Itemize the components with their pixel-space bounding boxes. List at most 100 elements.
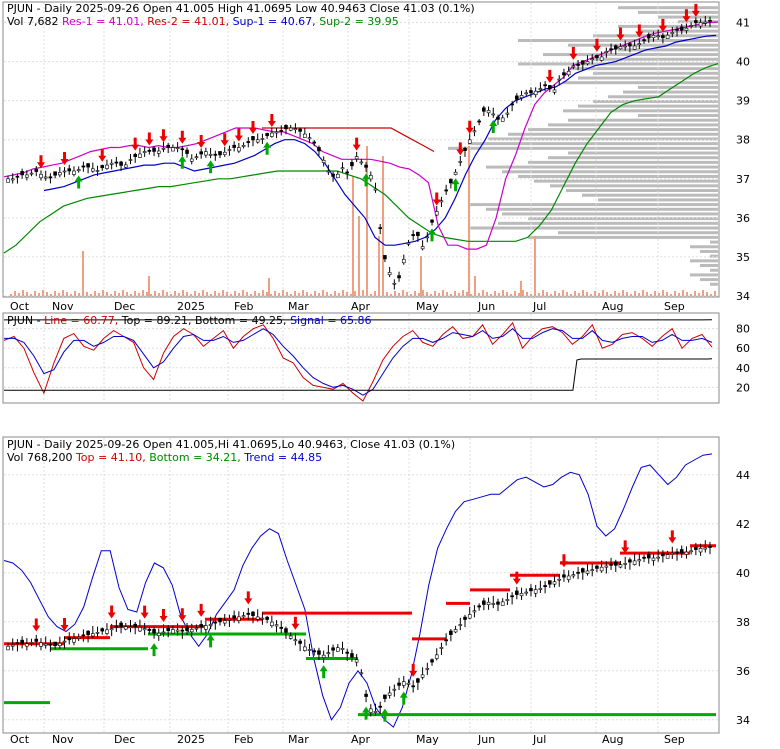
candle-body [49,644,52,645]
y-tick-label-4: 38 [736,134,750,147]
volume-bar [618,293,620,296]
legend-part-3: Trend = 44.85 [243,451,322,464]
volume-bar [310,294,312,296]
candle-body [426,668,429,669]
profile-bar [700,250,718,253]
volume-bar [278,293,280,296]
candle-body [162,148,165,149]
volume-bar [602,290,604,296]
volume-bar [162,290,164,296]
volume-bar [254,291,256,296]
legend-part-1: Res-1 = 41.01, [62,15,147,28]
candle-body [204,626,207,630]
candle-body [595,566,598,568]
candle-body [647,35,650,39]
candle-body [454,172,457,174]
legend-part-1: Top = 41.10, [75,451,149,464]
volume-bar [590,294,592,296]
candle-body [661,553,664,555]
legend-part-0: Vol 768,200 [7,451,76,464]
candle-body [317,147,320,151]
volume-bar [62,290,64,296]
trend-x-tick-10: Aug [602,733,623,745]
volume-bar [506,292,508,296]
candle-body [138,627,141,631]
candle-body [313,651,316,652]
volume-bar [574,291,576,296]
candle-body [506,113,509,114]
volume-bar [322,290,324,296]
candle-body [388,272,391,274]
profile-bar [618,25,718,28]
candle-body [87,164,90,168]
candle-body [261,618,264,619]
candle-body [605,52,608,53]
volume-bar [454,291,456,296]
volume-bar [194,291,196,296]
candle-body [44,644,47,645]
candle-body [492,114,495,115]
volume-bar [482,290,484,296]
candle-body [294,129,297,130]
candle-body [699,548,702,552]
trend-x-tick-11: Sep [664,733,685,745]
candle-body [148,629,151,630]
candle-body [266,133,269,135]
legend-part-2: Res-2 = 41.01, [147,15,232,28]
profile-bar [710,269,718,272]
candle-body [501,118,504,122]
candle-body [360,162,363,163]
candle-body [412,686,415,687]
volume-bar [298,293,300,296]
trend-x-tick-6: Apr [351,733,371,745]
volume-bar [638,293,640,296]
trend-panel-frame [3,437,719,733]
candle-body [360,673,363,674]
candle-body [661,35,664,37]
candle-body [619,46,622,48]
volume-bar [294,291,296,296]
volume-bar [102,290,104,296]
candle-body [685,552,688,554]
profile-bar [468,142,718,145]
candle-body [435,655,438,659]
candle-body [120,162,123,166]
volume-bar [534,291,536,296]
candle-body [647,554,650,558]
candle-body [49,177,52,178]
candle-body [562,73,565,75]
candle-body [383,695,386,699]
volume-bar [386,292,388,296]
candle-body [676,552,679,553]
candle-body [251,136,254,140]
volume-bar [58,293,60,296]
candle-body [379,706,382,707]
candle-body [482,601,485,605]
trend-panel-title: PJUN - Daily 2025-09-26 Open 41.005,Hi 4… [7,438,455,451]
candle-body [68,637,71,639]
candle-body [350,654,353,658]
candle-body [223,621,226,623]
candle-body [346,652,349,653]
candle-body [266,617,269,619]
candle-body [595,55,598,57]
volume-bar [338,293,340,296]
profile-bar [638,114,718,117]
candle-body [610,49,613,50]
volume-bar [550,294,552,296]
candle-body [190,629,193,631]
x-tick-label-0: Oct [10,300,30,313]
candle-body [171,629,174,633]
volume-bar-1 [148,276,150,296]
candle-body [402,259,405,263]
legend-part-2: Bottom = 34.21, [149,451,244,464]
volume-bar [66,292,68,296]
trend-x-tick-4: Feb [234,733,253,745]
candle-body [690,26,693,27]
volume-bar [382,290,384,296]
volume-bar [266,292,268,296]
candle-body [657,36,660,37]
profile-bar [502,170,718,173]
volume-bar [30,294,32,296]
